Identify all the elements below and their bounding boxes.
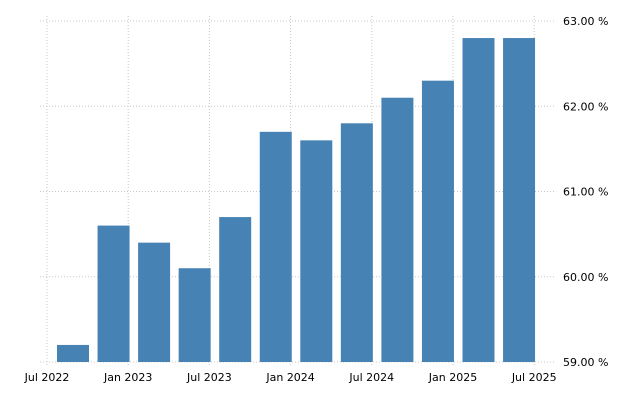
x-tick-label: Jul 2022 [24, 371, 70, 384]
bar-q1-2025 [462, 38, 495, 363]
bar-q1-2023 [138, 242, 171, 362]
x-tick-label: Jan 2023 [103, 371, 152, 384]
bar-q4-2022 [97, 225, 130, 362]
bar-q2-2024 [340, 123, 373, 362]
x-tick-label: Jan 2025 [428, 371, 477, 384]
bar-q3-2022 [57, 344, 89, 362]
y-tick-label: 62.00 % [563, 100, 608, 113]
y-tick-label: 61.00 % [563, 186, 608, 199]
y-tick-label: 59.00 % [563, 356, 608, 369]
bar-q2-2023 [178, 268, 211, 362]
x-tick-label: Jan 2024 [265, 371, 314, 384]
bar-q3-2024 [381, 97, 414, 362]
bar-q4-2023 [259, 131, 292, 362]
y-tick-label: 63.00 % [563, 15, 608, 28]
x-tick-label: Jul 2023 [186, 371, 232, 384]
bar-q2-2025 [503, 38, 536, 363]
y-tick-label: 60.00 % [563, 271, 608, 284]
bar-q1-2024 [300, 140, 333, 362]
x-tick-label: Jul 2024 [348, 371, 394, 384]
x-tick-label: Jul 2025 [511, 371, 557, 384]
bar-q3-2023 [219, 217, 252, 362]
bar-q4-2024 [421, 80, 454, 363]
